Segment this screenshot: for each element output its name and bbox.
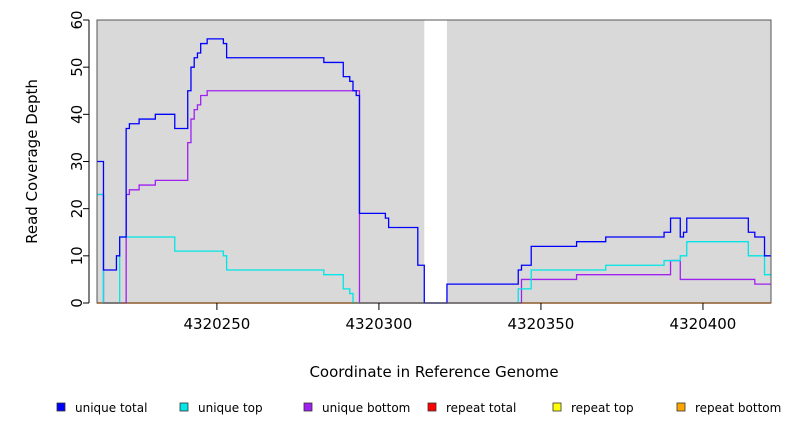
x-tick-label: 4320400 <box>670 315 737 333</box>
plot-frame <box>96 19 772 304</box>
legend-swatch-repeat-top <box>552 402 562 412</box>
gap-region <box>424 20 447 303</box>
y-tick-label: 30 <box>68 152 86 171</box>
x-tick-label: 4320250 <box>183 315 250 333</box>
series-line-unique-bottom <box>97 90 771 304</box>
legend-label-repeat-bottom: repeat bottom <box>695 401 781 415</box>
x-axis-title: Coordinate in Reference Genome <box>309 363 558 381</box>
y-axis-title: Read Coverage Depth <box>23 79 41 244</box>
legend-swatch-repeat-total <box>427 402 437 412</box>
x-tick-label: 4320300 <box>346 315 413 333</box>
legend-swatch-repeat-bottom <box>676 402 686 412</box>
legend-label-repeat-total: repeat total <box>446 401 516 415</box>
legend-swatch-unique-total <box>56 402 66 412</box>
x-axis: 4320250 4320300 4320350 4320400 <box>183 303 736 333</box>
y-tick-label: 40 <box>68 105 86 124</box>
legend-label-unique-bottom: unique bottom <box>322 401 410 415</box>
legend-label-unique-top: unique top <box>198 401 263 415</box>
y-tick-label: 0 <box>68 298 86 308</box>
legend-label-unique-total: unique total <box>75 401 147 415</box>
legend-swatch-unique-bottom <box>303 402 313 412</box>
series-line-unique-total <box>97 38 771 304</box>
legend-swatch-unique-top <box>179 402 189 412</box>
legend-label-repeat-top: repeat top <box>571 401 634 415</box>
y-tick-label: 20 <box>68 199 86 218</box>
y-tick-label: 50 <box>68 58 86 77</box>
x-tick-label: 4320350 <box>508 315 575 333</box>
series-line-unique-top <box>97 193 771 304</box>
y-axis: 0 10 20 30 40 50 60 <box>68 10 90 308</box>
y-tick-label: 60 <box>68 10 86 29</box>
legend: unique total unique top unique bottom repea… <box>56 401 781 415</box>
y-tick-label: 10 <box>68 246 86 265</box>
